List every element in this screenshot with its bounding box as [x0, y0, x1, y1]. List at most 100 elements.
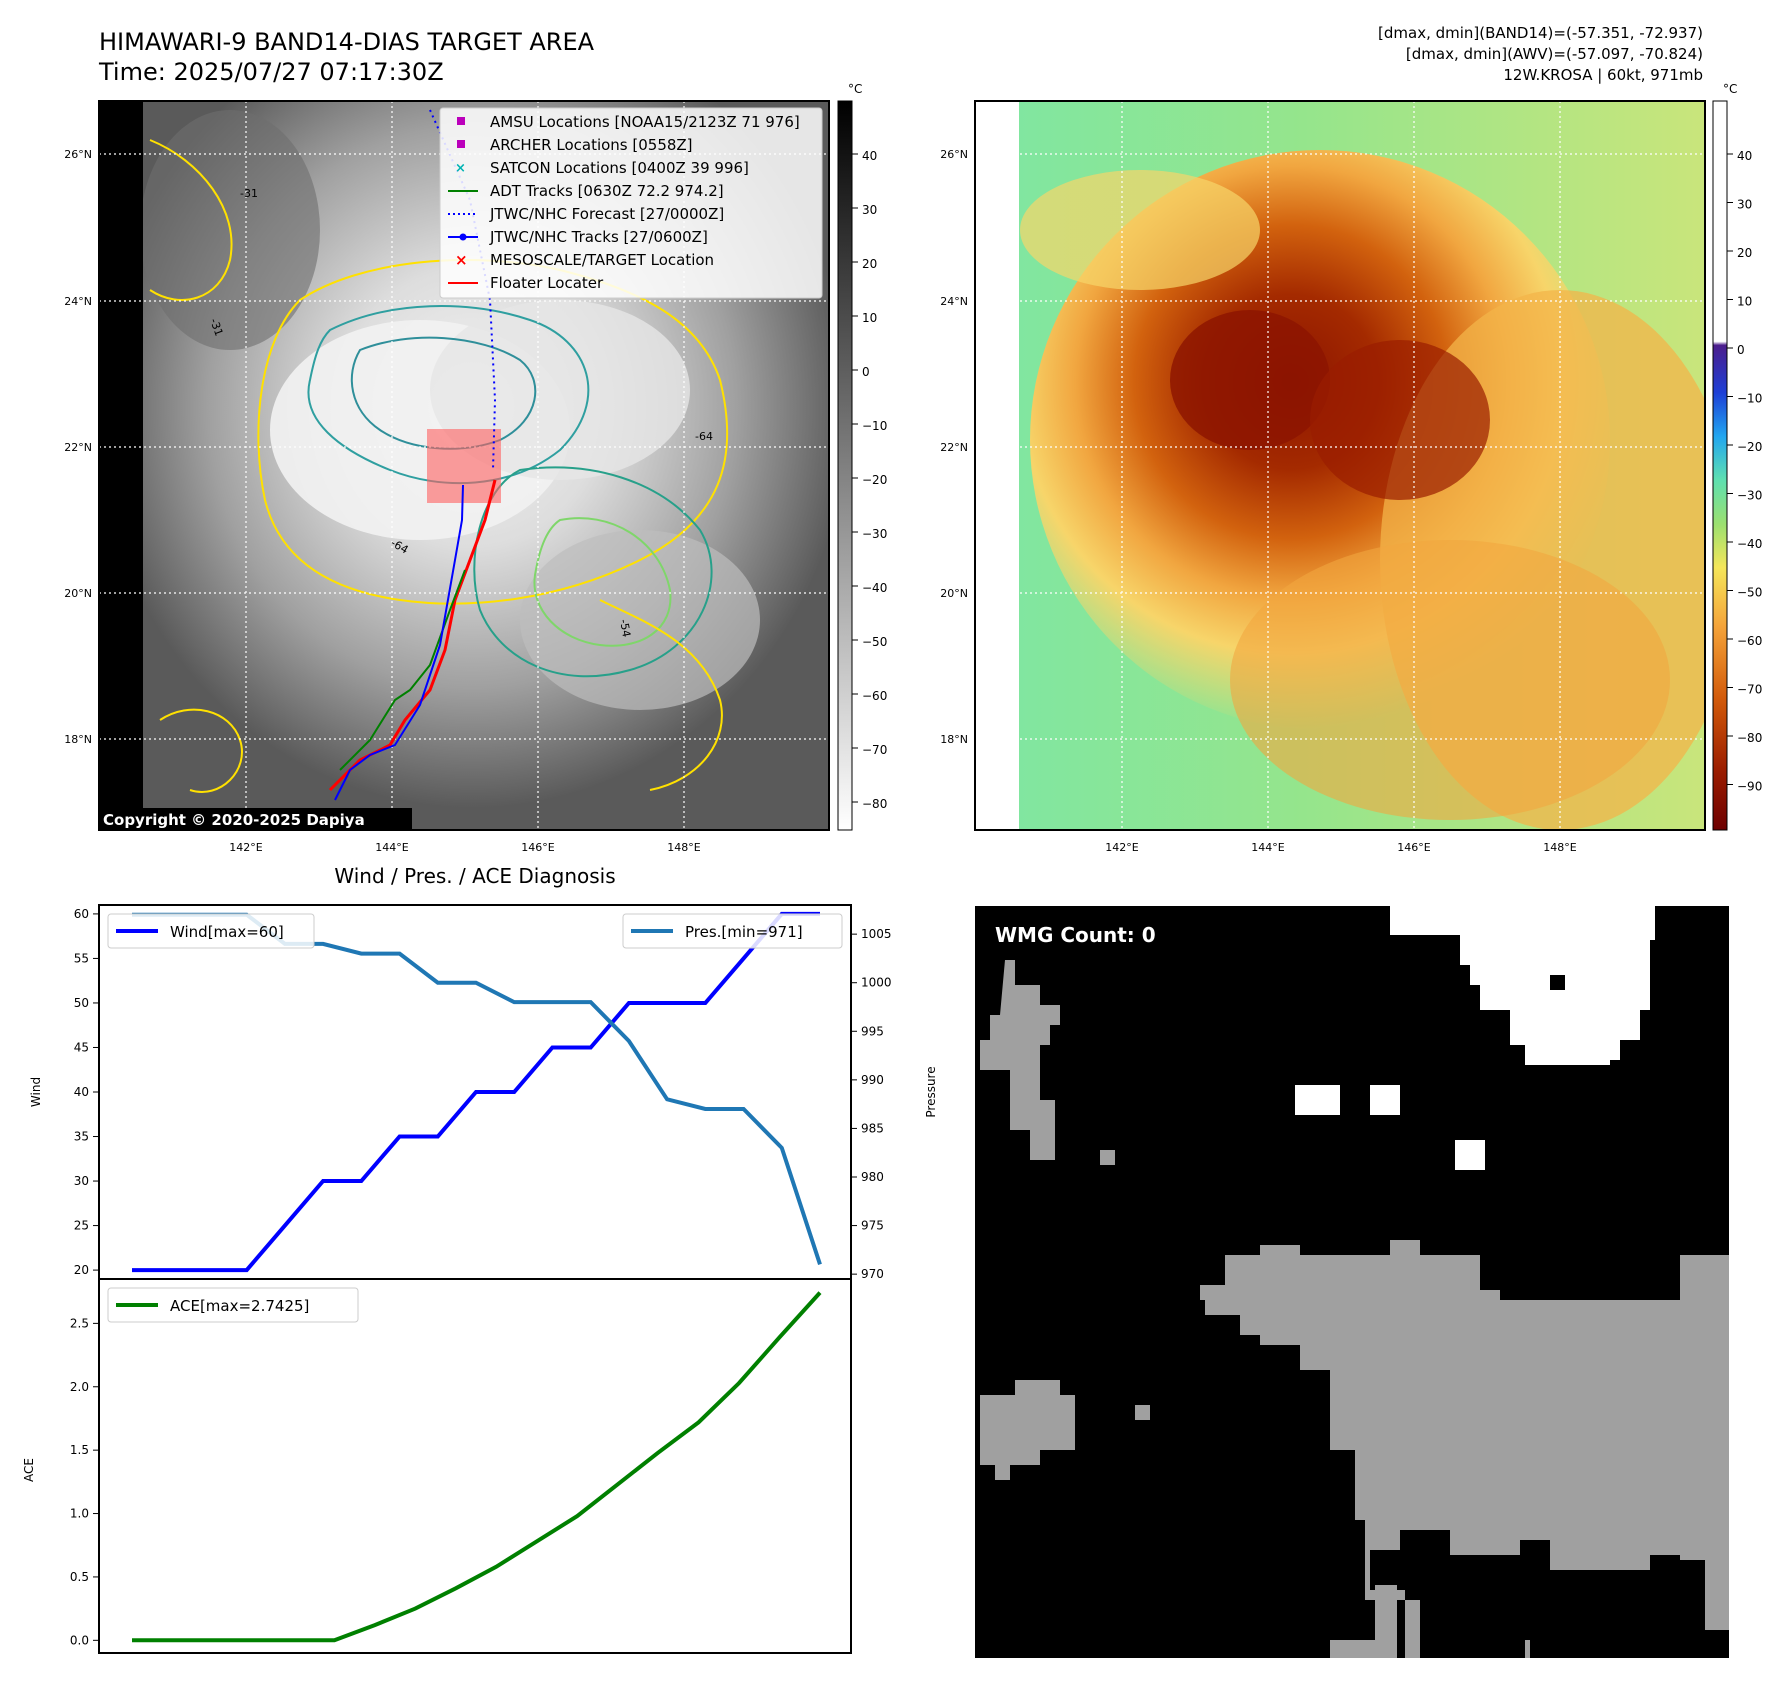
info-line2: [dmax, dmin](AWV)=(-57.097, -70.824) [1406, 45, 1703, 63]
wind-tick-label: 45 [74, 1040, 89, 1054]
right-lon-label-142: 142°E [1105, 841, 1138, 854]
wmg-panel: WMG Count: 0 [975, 906, 1729, 1658]
legend-label-forecast: JTWC/NHC Forecast [27/0000Z] [489, 205, 724, 223]
right-lat-label-26: 26°N [940, 148, 968, 161]
lat-label-26: 26°N [64, 148, 92, 161]
info-line3: 12W.KROSA | 60kt, 971mb [1503, 66, 1703, 84]
right-lon-label-148: 148°E [1543, 841, 1576, 854]
wind-tick-label: 25 [74, 1219, 89, 1233]
wind-tick-label: 30 [74, 1174, 89, 1188]
legend-label-archer: ARCHER Locations [0558Z] [490, 136, 693, 154]
contour-label-2: -31 [207, 317, 225, 338]
contour-label-1: -31 [240, 187, 258, 200]
wind-series-line [132, 911, 820, 1273]
right-colorbar-tick-label: 10 [1737, 295, 1752, 309]
legend-marker-target: × [455, 251, 468, 269]
wind-tick-label: 40 [74, 1085, 89, 1099]
left-colorbar-tick-label: −10 [862, 419, 887, 433]
contour-label-3: -64 [695, 430, 713, 443]
right-colorbar-tick-label: −70 [1737, 683, 1762, 697]
right-colorbar-tick-label: −40 [1737, 537, 1762, 551]
left-colorbar-tick-label: −20 [862, 473, 887, 487]
figure-title-line1: HIMAWARI-9 BAND14-DIAS TARGET AREA [99, 28, 595, 56]
ace-tick-label: 1.5 [70, 1443, 89, 1457]
legend-label-amsu: AMSU Locations [NOAA15/2123Z 71 976] [490, 113, 800, 131]
wind-tick-label: 60 [74, 907, 89, 921]
right-colorbar-tick-label: 20 [1737, 246, 1752, 260]
pressure-legend-label: Pres.[min=971] [685, 923, 803, 941]
right-colorbar-tick-label: 30 [1737, 198, 1752, 212]
left-colorbar-tick-label: −40 [862, 581, 887, 595]
lat-label-20: 20°N [64, 587, 92, 600]
right-lon-label-146: 146°E [1397, 841, 1430, 854]
ace-legend: ACE[max=2.7425] [107, 1287, 359, 1323]
ace-tick-label: 0.5 [70, 1570, 89, 1584]
wind-axis-label: Wind [29, 1077, 43, 1107]
ace-tick-label: 2.0 [70, 1380, 89, 1394]
right-colorbar-tick-label: −20 [1737, 440, 1762, 454]
left-map-legend: AMSU Locations [NOAA15/2123Z 71 976] ARC… [439, 107, 823, 299]
pressure-axis-label: Pressure [924, 1066, 938, 1117]
left-colorbar-tick-label: 30 [862, 203, 877, 217]
ace-tick-label: 0.0 [70, 1633, 89, 1647]
wind-tick-label: 55 [74, 951, 89, 965]
right-colorbar-tick-label: −10 [1737, 392, 1762, 406]
left-colorbar-tick-label: 20 [862, 257, 877, 271]
right-colorbar-tick-label: −80 [1737, 731, 1762, 745]
right-colorbar-tick-label: −30 [1737, 489, 1762, 503]
right-colorbar-tick-label: −90 [1737, 780, 1762, 794]
ace-axis-label: ACE [22, 1458, 36, 1482]
ace-series-line [132, 1291, 822, 1643]
left-colorbar-tick-label: 0 [862, 365, 870, 379]
ace-tick-label: 1.0 [70, 1507, 89, 1521]
wind-tick-label: 50 [74, 996, 89, 1010]
legend-marker-tracks-dot [459, 233, 467, 241]
pressure-legend: Pres.[min=971] [622, 913, 843, 949]
lon-label-144: 144°E [375, 841, 408, 854]
legend-label-tracks: JTWC/NHC Tracks [27/0600Z] [489, 228, 708, 246]
right-colorbar-tick-label: −50 [1737, 586, 1762, 600]
wind-legend: Wind[max=60] [107, 913, 315, 949]
pressure-tick-label: 970 [861, 1267, 884, 1281]
pressure-tick-label: 980 [861, 1170, 884, 1184]
left-map-panel: -31 -31 -64 -64 -54 -31 Copyright © 2020… [64, 100, 830, 854]
lon-label-148: 148°E [667, 841, 700, 854]
right-colorbar: °C 40 30 20 10 0 −10 −20 −30 −40 −50 −60 −70 −80 −90 [1712, 82, 1762, 831]
left-colorbar-tick-label: −70 [862, 743, 887, 757]
right-lat-label-22: 22°N [940, 441, 968, 454]
right-lat-label-18: 18°N [940, 733, 968, 746]
wind-tick-label: 20 [74, 1263, 89, 1277]
right-lat-label-20: 20°N [940, 587, 968, 600]
right-lat-label-24: 24°N [940, 295, 968, 308]
wmg-count-label: WMG Count: 0 [995, 923, 1156, 947]
left-colorbar-tick-label: −30 [862, 527, 887, 541]
info-line1: [dmax, dmin](BAND14)=(-57.351, -72.937) [1378, 24, 1703, 42]
right-colorbar-tick-label: 0 [1737, 343, 1745, 357]
left-colorbar-tick-label: 10 [862, 311, 877, 325]
right-colorbar-tick-label: 40 [1737, 149, 1752, 163]
legend-label-target: MESOSCALE/TARGET Location [490, 251, 714, 269]
contour-label-5: -54 [617, 618, 633, 638]
right-colorbar-tick-label: −60 [1737, 634, 1762, 648]
pressure-tick-label: 1000 [861, 976, 892, 990]
diagnosis-title: Wind / Pres. / ACE Diagnosis [334, 864, 615, 888]
left-colorbar-tick-label: −60 [862, 689, 887, 703]
legend-label-satcon: SATCON Locations [0400Z 39 996] [490, 159, 749, 177]
pressure-tick-label: 985 [861, 1121, 884, 1135]
ace-tick-label: 2.5 [70, 1316, 89, 1330]
legend-marker-satcon: × [455, 161, 466, 176]
lon-label-146: 146°E [521, 841, 554, 854]
left-colorbar-unit: °C [848, 82, 862, 96]
left-colorbar-tick-label: 40 [862, 149, 877, 163]
copyright-label: Copyright © 2020-2025 Dapiya [103, 811, 365, 829]
pressure-tick-label: 995 [861, 1024, 884, 1038]
pressure-tick-label: 990 [861, 1073, 884, 1087]
ace-chart: 2.5 2.0 1.5 1.0 0.5 0.0 ACE ACE[max=2.7425] [22, 1278, 852, 1654]
right-lon-label-144: 144°E [1251, 841, 1284, 854]
legend-marker-amsu [457, 117, 465, 125]
legend-marker-archer [457, 140, 465, 148]
wind-legend-label: Wind[max=60] [170, 923, 284, 941]
wind-tick-label: 35 [74, 1130, 89, 1144]
pressure-tick-label: 975 [861, 1219, 884, 1233]
